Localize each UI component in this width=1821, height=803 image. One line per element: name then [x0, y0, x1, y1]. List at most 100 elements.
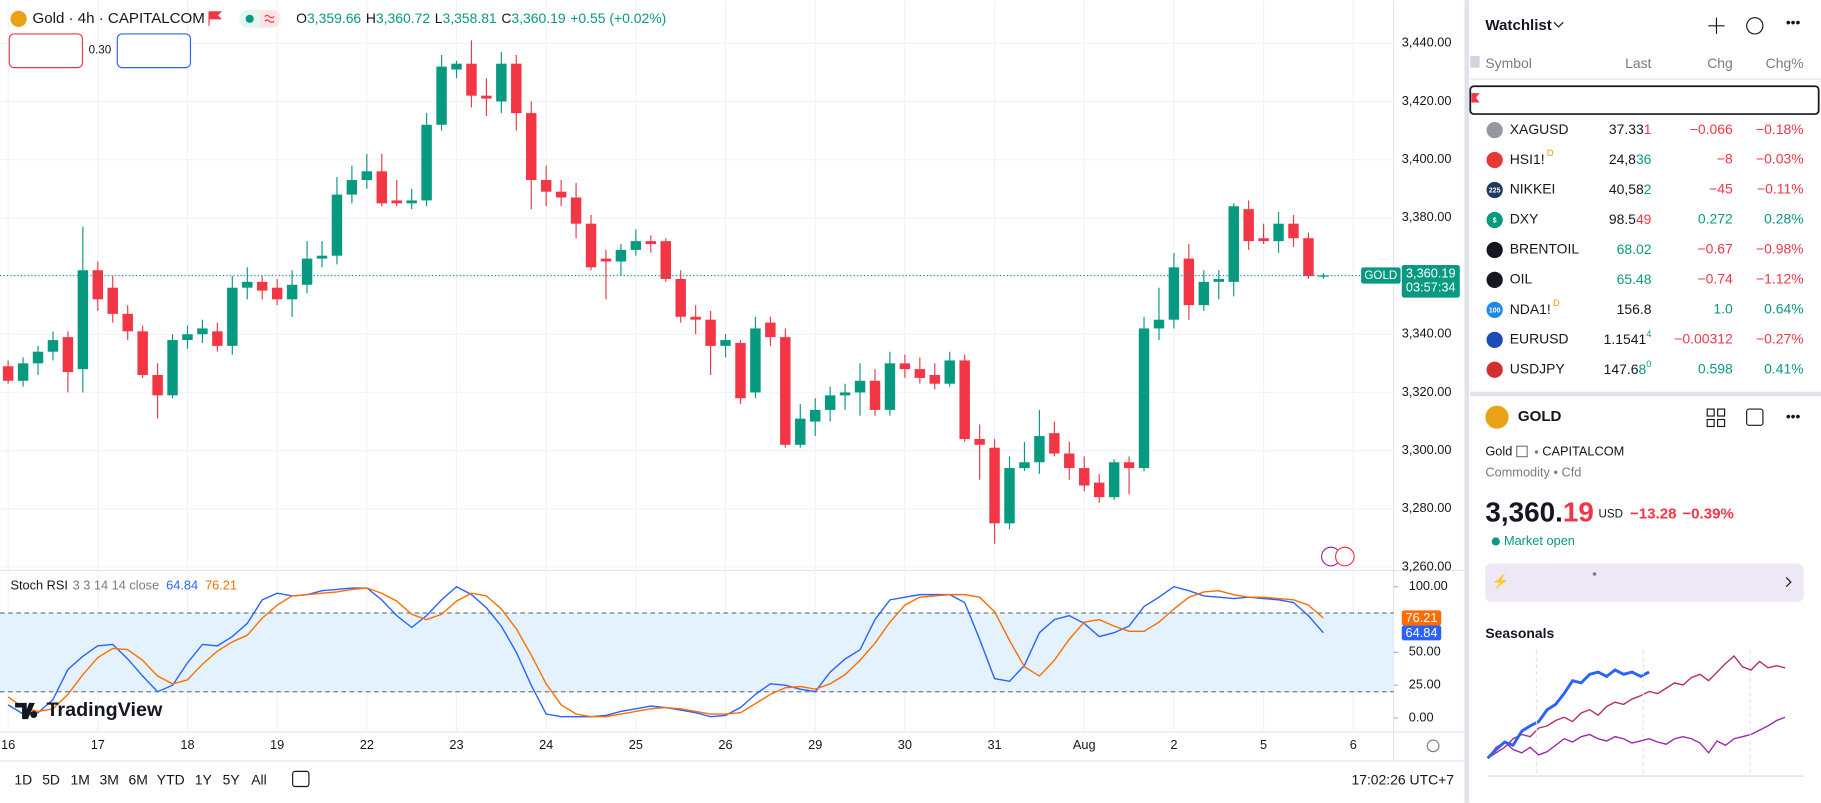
add-icon[interactable] [1708, 17, 1725, 34]
candle-body [17, 363, 29, 381]
stoch-tag [1401, 625, 1442, 641]
candle-body [1019, 462, 1030, 469]
last-part: 36 [1636, 151, 1652, 167]
candle-body [1228, 206, 1239, 282]
row-chg: −45 [1709, 181, 1733, 197]
settings-icon[interactable] [1426, 739, 1440, 753]
row-last: 156.8 [1617, 301, 1652, 317]
x-tick-label: 5 [1260, 737, 1267, 752]
event-icon[interactable] [1334, 546, 1355, 567]
timeframe-button[interactable]: 5Y [223, 771, 240, 787]
candle-body [1108, 462, 1120, 498]
candle-body [1198, 281, 1210, 306]
row-last: 68.02 [1617, 241, 1652, 257]
row-chg-pct: 0.41% [1764, 360, 1803, 376]
stoch-legend: Stoch RSI 3 3 14 14 close 64.84 76.21 [10, 578, 237, 593]
timeframe-button[interactable]: 3M [99, 771, 118, 787]
layout-icon[interactable] [1706, 418, 1715, 428]
buy-button[interactable] [116, 33, 192, 69]
row-flag: D [1547, 149, 1554, 159]
row-icon [1486, 241, 1503, 259]
candle-body [690, 316, 701, 320]
price-main: 3,360. [1485, 497, 1562, 528]
candle-body [555, 191, 567, 198]
layout-icon[interactable] [1717, 418, 1726, 428]
candle-body [929, 374, 941, 384]
row-chg: −0.00312 [1674, 331, 1733, 347]
candle-body [271, 287, 283, 300]
stoch-tag-label: 64.84 [1406, 625, 1438, 640]
row-symbol[interactable]: NIKKEI [1510, 181, 1556, 197]
layout-icon[interactable] [1717, 408, 1726, 417]
x-tick-label: 19 [270, 737, 284, 752]
link-icon[interactable] [1516, 445, 1528, 458]
candle-body [1243, 209, 1254, 242]
date-range-icon[interactable] [292, 770, 310, 788]
row-symbol[interactable]: BRENTOIL [1510, 241, 1580, 257]
detail-category: Commodity • Cfd [1485, 464, 1581, 479]
selected-row[interactable] [1469, 85, 1820, 115]
row-chg: 1.0 [1713, 301, 1733, 317]
pie-icon[interactable] [1746, 17, 1764, 35]
price-tail: 19 [1563, 497, 1594, 528]
row-symbol[interactable]: XAGUSD [1510, 121, 1569, 137]
more-icon[interactable]: ••• [1786, 408, 1801, 424]
edit-icon[interactable] [1746, 408, 1764, 426]
timeframe-button[interactable]: 5D [42, 771, 60, 787]
timeframe-button[interactable]: YTD [157, 771, 185, 787]
y-tick-label: 50.00 [1409, 644, 1441, 659]
row-symbol[interactable]: DXY [1510, 211, 1539, 227]
candle-body [346, 180, 358, 195]
candle-body [1168, 267, 1180, 320]
last-part: 0 [1646, 360, 1651, 370]
candle-body [242, 281, 253, 288]
x-tick-label: 26 [718, 737, 732, 752]
timeframe-button[interactable]: All [251, 771, 266, 787]
row-symbol[interactable]: NDA1! D [1510, 299, 1560, 317]
timeframe-button[interactable]: 1M [70, 771, 89, 787]
row-symbol[interactable]: OIL [1510, 271, 1533, 287]
candle-body [197, 328, 208, 335]
candle-body [914, 369, 926, 378]
candle-body [989, 447, 1000, 524]
row-last: 65.48 [1617, 271, 1652, 287]
row-icon [1486, 121, 1503, 139]
watchlist-title[interactable]: Watchlist [1485, 17, 1551, 34]
candle-body [1093, 482, 1105, 498]
stoch-value: 64.84 [166, 578, 198, 593]
row-symbol[interactable]: EURUSD [1510, 331, 1569, 347]
flag-icon[interactable] [208, 11, 223, 26]
x-tick-label: 16 [1, 737, 15, 752]
row-chg: −0.74 [1698, 271, 1733, 287]
news-icon: ⚡ [1492, 573, 1509, 590]
more-icon[interactable]: ••• [1786, 14, 1801, 30]
news-card[interactable] [1485, 563, 1804, 602]
candle-body [600, 258, 612, 262]
stoch-title: Stoch RSI [10, 578, 67, 593]
timeframe-button[interactable]: 1D [14, 771, 32, 787]
row-symbol[interactable]: HSI1! D [1510, 149, 1554, 167]
layout-icon[interactable] [1706, 408, 1715, 417]
y-tick-label: 3,340.00 [1402, 326, 1452, 341]
stoch-band [0, 612, 1394, 692]
detail-price: 3,360.19 USD −13.28 −0.39% [1485, 497, 1734, 528]
candle-body [47, 340, 59, 352]
y-tick-label: 3,300.00 [1402, 442, 1452, 457]
ohlc-value: 3,360.19 [511, 10, 565, 26]
candle-body [839, 392, 851, 396]
row-icon-text: 100 [1489, 307, 1501, 314]
candle-body [2, 366, 14, 381]
x-tick-label: Aug [1073, 737, 1096, 752]
candle-body [92, 270, 104, 300]
candle-body [77, 270, 89, 370]
row-chg: −0.67 [1698, 241, 1733, 257]
sell-button[interactable] [8, 33, 84, 69]
chevron-icon[interactable] [1785, 577, 1792, 588]
timeframe-button[interactable]: 6M [129, 771, 148, 787]
dropdown-icon[interactable] [1553, 21, 1564, 28]
x-tick-label: 22 [360, 737, 374, 752]
candle-body [301, 258, 313, 285]
row-symbol[interactable]: USDJPY [1510, 360, 1565, 376]
row-chg-pct: −0.18% [1756, 121, 1804, 137]
timeframe-button[interactable]: 1Y [195, 771, 212, 787]
